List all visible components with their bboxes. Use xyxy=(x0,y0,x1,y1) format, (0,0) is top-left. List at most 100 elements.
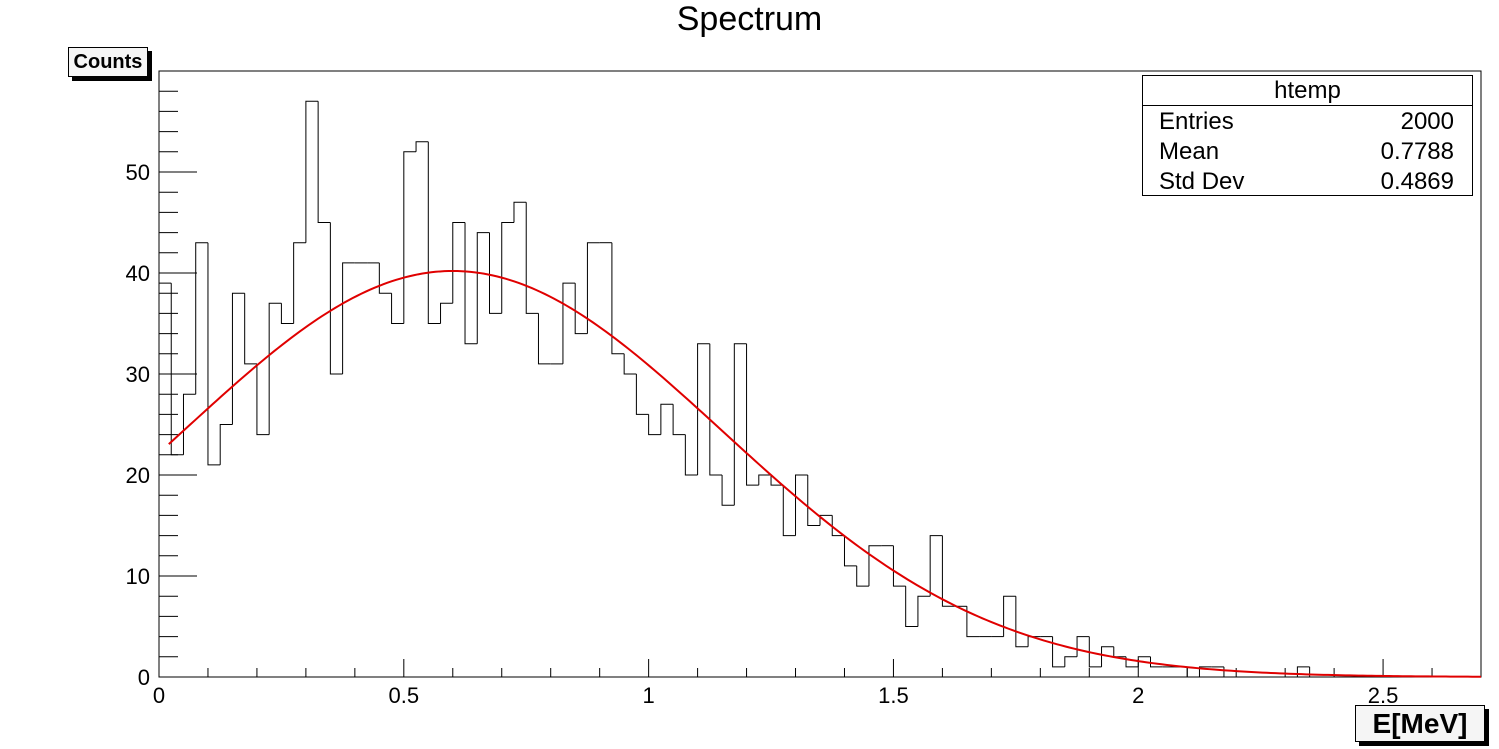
x-axis-label: E[MeV] xyxy=(1355,705,1485,742)
stats-mean-label: Mean xyxy=(1159,138,1220,165)
histogram-bin xyxy=(733,343,747,506)
x-tick-label: 2 xyxy=(1132,683,1144,708)
stats-row-stddev: Std Dev 0.4869 xyxy=(1143,166,1472,196)
stats-entries-label: Entries xyxy=(1159,108,1234,135)
y-tick-label: 40 xyxy=(126,261,150,286)
histogram-bin xyxy=(207,242,221,466)
histogram-bin xyxy=(403,151,417,324)
histogram-bin xyxy=(280,303,294,324)
histogram-bin xyxy=(1186,666,1200,678)
histogram-bin xyxy=(843,535,857,567)
x-tick-label: 0.5 xyxy=(389,683,420,708)
histogram-bin xyxy=(770,475,784,486)
histogram-bin xyxy=(158,282,172,677)
histogram-bin xyxy=(611,242,625,355)
y-tick-label: 20 xyxy=(126,463,150,488)
stats-row-mean: Mean 0.7788 xyxy=(1143,136,1472,166)
histogram-bin xyxy=(917,595,931,627)
stats-box: htemp Entries 2000 Mean 0.7788 Std Dev 0… xyxy=(1142,75,1473,196)
histogram-bin xyxy=(1088,636,1102,668)
histogram-bin xyxy=(660,403,674,435)
chart-title: Spectrum xyxy=(676,0,823,38)
histogram-bin xyxy=(795,474,808,536)
x-tick-label: 0 xyxy=(153,683,165,708)
histogram-bin xyxy=(195,242,208,395)
y-axis-label: Counts xyxy=(68,47,148,77)
histogram-bin xyxy=(574,283,588,335)
y-axis: 0 10 20 30 40 50 xyxy=(126,90,197,690)
x-tick-label: 2.5 xyxy=(1368,683,1399,708)
y-tick-label: 0 xyxy=(138,665,150,690)
histogram-bin xyxy=(672,404,686,436)
x-tick-label: 1.5 xyxy=(878,683,909,708)
histogram-bin xyxy=(941,535,955,607)
histogram-bin xyxy=(391,293,404,324)
histogram-bin xyxy=(378,262,392,294)
histogram-bin xyxy=(856,565,869,587)
histogram-bin xyxy=(513,201,527,223)
histogram-bin xyxy=(758,474,772,486)
histogram-bin xyxy=(1052,636,1065,668)
stats-stddev-label: Std Dev xyxy=(1159,168,1245,195)
histogram-bin xyxy=(525,202,539,314)
stats-row-entries: Entries 2000 xyxy=(1143,106,1472,136)
histogram-bin xyxy=(293,242,306,324)
histogram-bin xyxy=(1150,656,1163,668)
y-tick-label: 50 xyxy=(126,160,150,185)
histogram-bin xyxy=(182,393,196,455)
histogram-bin xyxy=(868,545,882,587)
stats-mean-value: 0.7788 xyxy=(1380,138,1454,165)
histogram-bin xyxy=(892,545,906,587)
histogram-bin xyxy=(1076,636,1090,657)
histogram-bin xyxy=(721,475,735,506)
histogram-bin xyxy=(1309,666,1322,678)
histogram-bin xyxy=(635,374,649,415)
histogram-bin xyxy=(415,141,429,152)
histogram-bin xyxy=(476,232,490,344)
y-tick-label: 10 xyxy=(126,564,150,589)
histogram-bin xyxy=(305,100,319,243)
histogram-bin xyxy=(1125,656,1139,668)
histogram-bin xyxy=(231,292,245,425)
histogram-bin xyxy=(807,475,820,526)
stats-entries-value: 2000 xyxy=(1400,108,1454,135)
histogram-bin xyxy=(317,101,331,223)
histogram-bin xyxy=(1101,646,1114,667)
histogram-bin xyxy=(831,515,845,537)
histogram-bin xyxy=(537,313,551,365)
histogram-bin xyxy=(929,535,943,597)
histogram-bin xyxy=(219,424,233,465)
histogram-bin xyxy=(244,293,257,365)
stats-stddev-value: 0.4869 xyxy=(1380,168,1454,195)
histogram-bin xyxy=(256,363,270,436)
histogram-bin xyxy=(623,353,637,375)
x-tick-label: 1 xyxy=(643,683,655,708)
histogram-bin xyxy=(966,606,980,638)
histogram-bin xyxy=(440,302,453,324)
histogram-bin xyxy=(782,485,796,537)
histogram-bin xyxy=(1064,656,1078,667)
histogram-bin xyxy=(489,232,502,314)
histogram-bin xyxy=(586,242,600,334)
histogram-bin xyxy=(684,434,698,476)
histogram-bin xyxy=(329,222,343,375)
histogram-bin xyxy=(1015,596,1029,648)
histogram-bin xyxy=(709,343,723,476)
histogram-bin xyxy=(452,222,466,304)
histogram-bin xyxy=(342,262,355,374)
histogram-bin xyxy=(1296,666,1310,677)
x-axis: 0 0.5 1 1.5 2 2.5 xyxy=(153,659,1433,708)
histogram-bin xyxy=(697,343,710,475)
histogram-bin xyxy=(746,343,759,486)
stats-box-title: htemp xyxy=(1143,76,1472,106)
histogram-bin xyxy=(562,282,576,364)
histogram-bin xyxy=(501,222,514,314)
histogram-bin xyxy=(1198,666,1212,677)
histogram-bin xyxy=(1113,646,1127,658)
histogram-bin xyxy=(170,283,184,456)
fit-curve xyxy=(168,269,1482,678)
histogram-bin xyxy=(464,222,478,345)
histogram-bins xyxy=(158,100,1481,678)
histogram-bin xyxy=(905,586,918,627)
